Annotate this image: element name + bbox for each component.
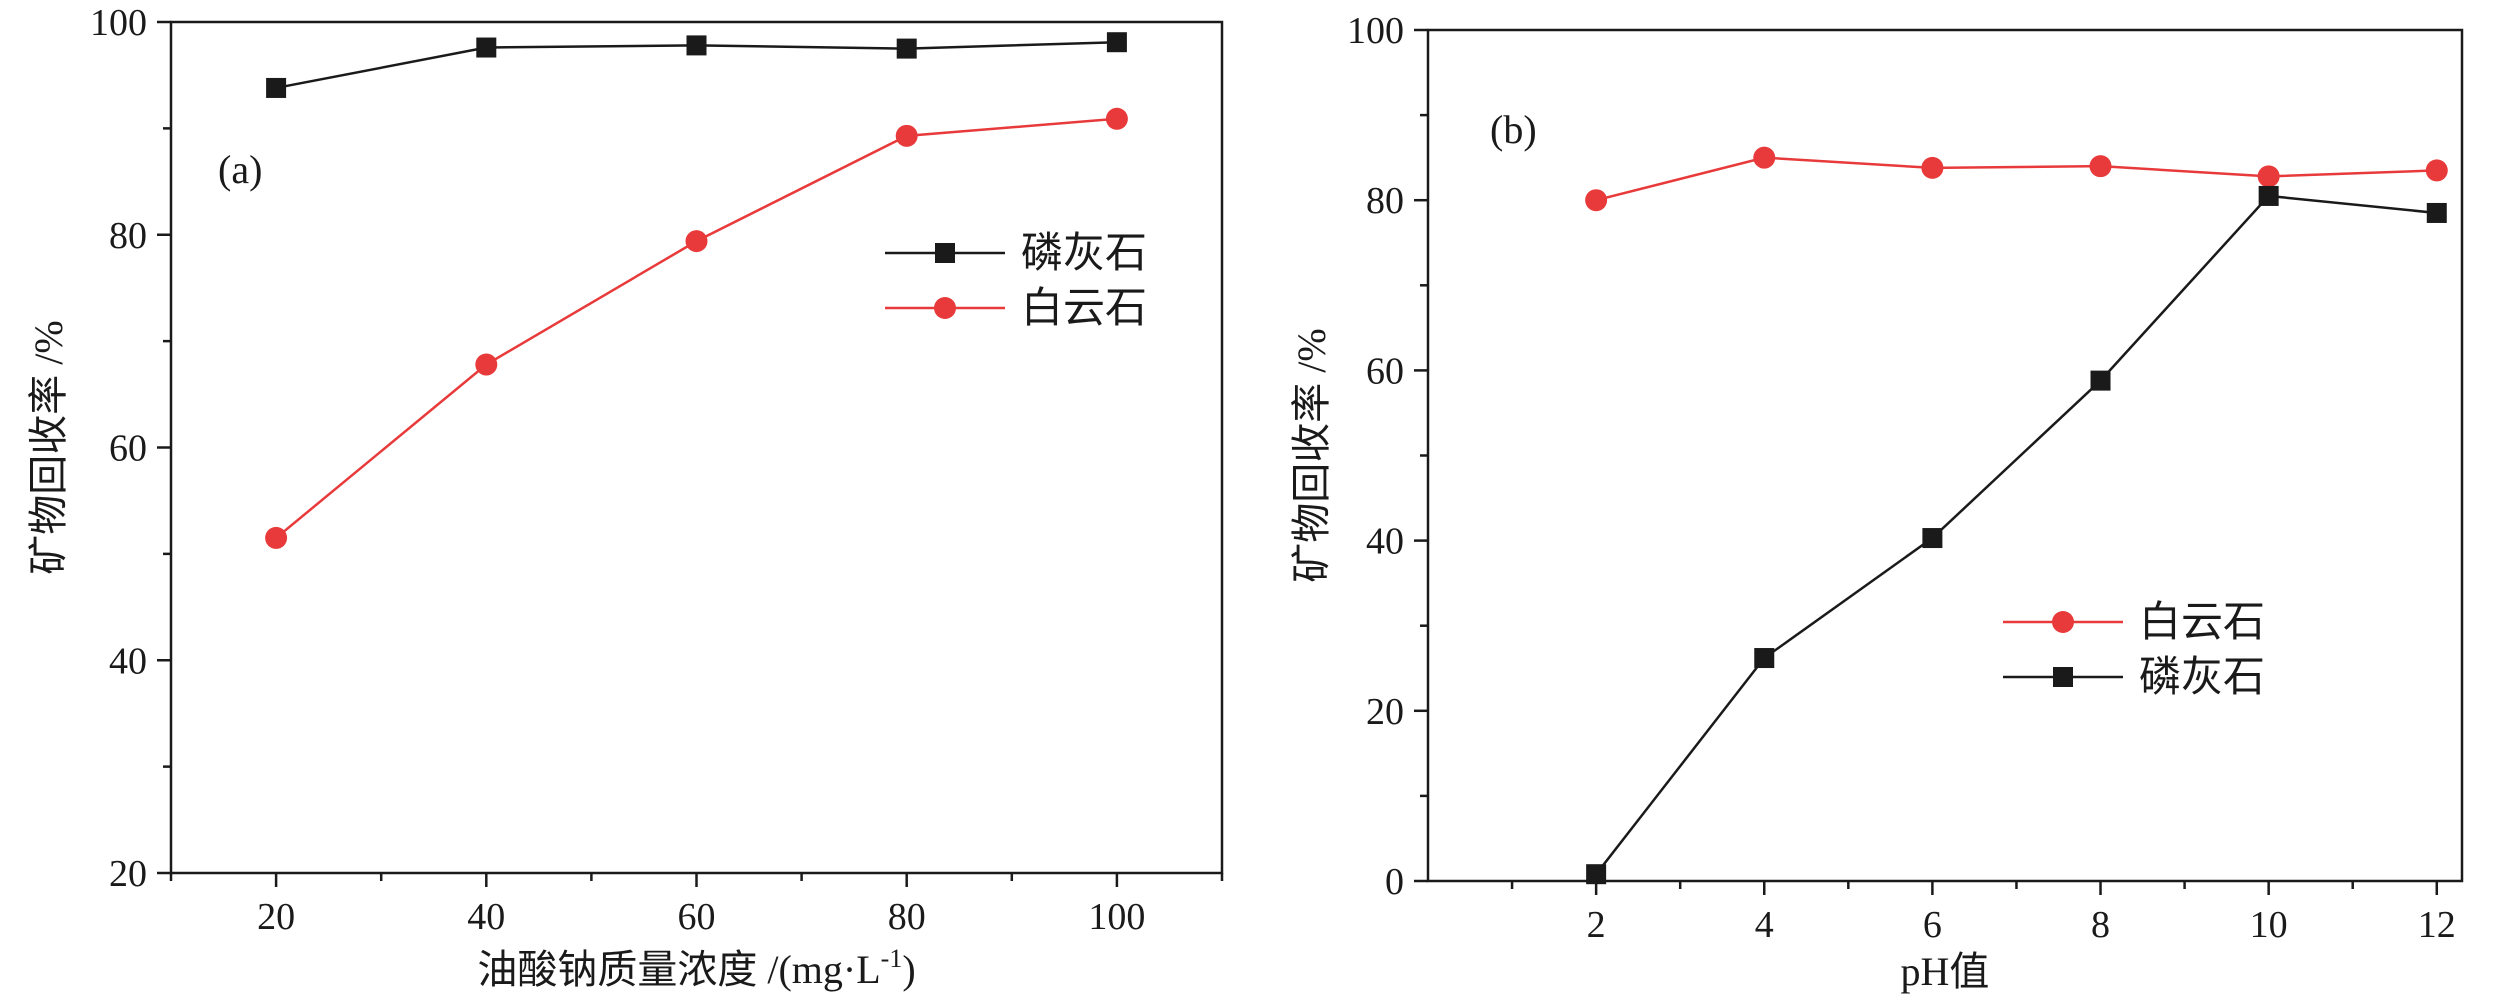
legend-item: 磷灰石 — [885, 231, 1147, 277]
data-point — [475, 353, 498, 376]
x-axis-title-main: pH值 — [1901, 949, 1990, 994]
series-line — [275, 117, 1118, 539]
data-point — [1106, 32, 1127, 53]
x-tick-label: 2 — [1587, 904, 1606, 946]
y-tick-label: 80 — [1366, 180, 1404, 222]
y-tick-label: 40 — [109, 640, 147, 682]
legend-label: 白云石 — [1021, 286, 1147, 332]
legend-marker — [934, 297, 956, 319]
panel-label: (b) — [1490, 107, 1537, 152]
x-tick-label: 12 — [2418, 904, 2456, 946]
data-point — [2090, 370, 2111, 391]
chart-panel-1: 20 40 60 80 100 20 40 60 80 100 矿物回收率 /% 油酸钠质量浓度 /(… — [26, 2, 1224, 992]
legend-item: 磷灰石 — [2003, 655, 2265, 701]
plot-frame — [1426, 28, 2464, 883]
data-point — [2257, 165, 2280, 188]
x-tick-label: 4 — [1755, 904, 1774, 946]
data-point — [2426, 202, 2447, 223]
x-tick-label: 10 — [2250, 904, 2288, 946]
data-point — [266, 77, 287, 98]
data-point — [476, 37, 497, 58]
series-line — [1595, 156, 2437, 202]
data-point — [1586, 864, 1607, 885]
data-point — [1922, 528, 1943, 549]
y-tick-label: 100 — [1347, 10, 1404, 52]
x-axis-title-main: 油酸钠质量浓度 /(mg·L — [477, 947, 880, 992]
data-point — [685, 230, 708, 253]
x-tick-label: 60 — [678, 896, 716, 938]
legend-label: 磷灰石 — [2139, 655, 2265, 701]
x-axis-title: pH值 — [1901, 949, 1990, 994]
legend-label: 磷灰石 — [1021, 231, 1147, 277]
series-2 — [1586, 185, 2447, 885]
x-tick-label: 40 — [467, 896, 505, 938]
y-tick-label: 20 — [1366, 691, 1404, 733]
data-point — [686, 35, 707, 56]
legend-item: 白云石 — [2003, 600, 2265, 646]
y-axis-title: 矿物回收率 /% — [1289, 328, 1334, 582]
y-tick-label: 20 — [109, 853, 147, 895]
x-axis-title-tail: ) — [902, 947, 915, 992]
y-tick-label: 0 — [1385, 861, 1404, 903]
y-tick-label: 60 — [1366, 350, 1404, 392]
x-tick-label: 80 — [888, 896, 926, 938]
y-tick-label: 80 — [109, 215, 147, 257]
y-axis-title: 矿物回收率 /% — [26, 320, 71, 574]
data-point — [896, 38, 917, 59]
x-axis-title: 油酸钠质量浓度 /(mg·L-1) — [477, 944, 915, 992]
series-1 — [1585, 146, 2448, 212]
y-tick-label: 60 — [109, 428, 147, 470]
data-point — [1105, 107, 1128, 130]
data-point — [2425, 159, 2448, 182]
plot-frame — [169, 20, 1224, 875]
data-point — [895, 124, 918, 147]
x-tick-label: 6 — [1923, 904, 1942, 946]
series-1 — [266, 32, 1127, 98]
legend-label: 白云石 — [2139, 600, 2265, 646]
series-line — [1595, 194, 2437, 875]
legend-marker — [2052, 611, 2074, 633]
x-axis-title-superscript: -1 — [881, 944, 903, 973]
data-point — [1753, 146, 1776, 169]
legend-marker — [2053, 667, 2073, 687]
x-tick-label: 20 — [257, 896, 295, 938]
y-tick-label: 40 — [1366, 521, 1404, 563]
data-point — [1585, 189, 1608, 212]
x-tick-label: 8 — [2091, 904, 2110, 946]
y-tick-label: 100 — [90, 2, 147, 44]
data-point — [1754, 648, 1775, 669]
data-point — [2258, 185, 2279, 206]
data-point — [2089, 155, 2112, 178]
panel-label: (a) — [218, 147, 262, 192]
legend-item: 白云石 — [885, 286, 1147, 332]
data-point — [265, 526, 288, 549]
series-2 — [265, 107, 1128, 549]
x-tick-label: 100 — [1088, 896, 1145, 938]
data-point — [1921, 156, 1944, 179]
legend-marker — [935, 243, 955, 263]
